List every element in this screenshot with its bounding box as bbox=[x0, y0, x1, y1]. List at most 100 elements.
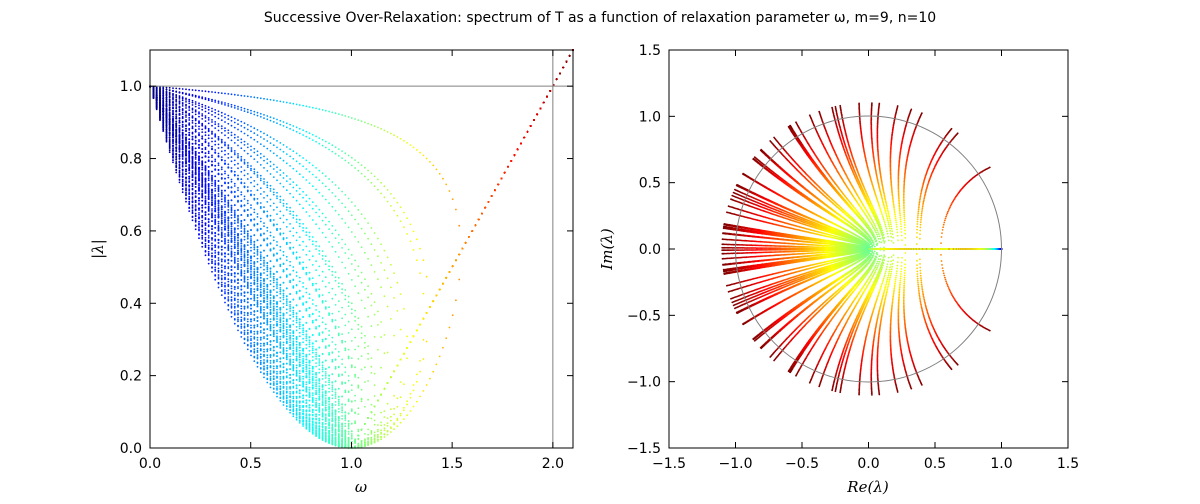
left-point bbox=[227, 285, 230, 288]
left-point bbox=[289, 329, 291, 331]
left-point bbox=[188, 203, 191, 206]
left-point bbox=[256, 303, 259, 306]
left-point bbox=[217, 147, 220, 149]
left-point bbox=[188, 175, 191, 178]
left-point bbox=[175, 132, 178, 135]
left-point bbox=[240, 158, 243, 161]
left-point bbox=[243, 261, 246, 264]
left-point bbox=[172, 131, 174, 134]
left-point bbox=[266, 343, 269, 346]
left-point bbox=[224, 220, 226, 223]
left-point bbox=[315, 421, 317, 424]
left-point bbox=[279, 198, 282, 201]
left-point bbox=[315, 167, 317, 169]
left-point bbox=[224, 143, 226, 146]
left-point bbox=[266, 356, 269, 359]
left-point bbox=[269, 334, 272, 336]
left-point bbox=[256, 254, 259, 256]
left-point bbox=[315, 319, 317, 322]
left-point bbox=[237, 209, 239, 212]
left-point bbox=[194, 224, 197, 227]
left-point bbox=[259, 311, 262, 314]
left-point bbox=[194, 212, 197, 215]
left-point bbox=[328, 387, 330, 390]
left-point bbox=[302, 401, 304, 404]
left-point bbox=[282, 159, 285, 162]
left-point bbox=[224, 149, 226, 152]
left-point bbox=[168, 86, 171, 89]
left-point bbox=[230, 279, 233, 282]
left-point bbox=[302, 157, 304, 159]
left-point bbox=[276, 389, 278, 391]
left-point bbox=[289, 364, 291, 366]
left-point bbox=[217, 143, 220, 146]
left-point bbox=[181, 188, 184, 190]
left-point bbox=[185, 157, 187, 160]
left-point bbox=[266, 186, 269, 189]
left-point bbox=[162, 101, 165, 104]
left-point bbox=[282, 289, 285, 292]
left-point bbox=[269, 173, 272, 175]
left-point bbox=[230, 285, 233, 287]
left-point bbox=[292, 167, 295, 170]
left-point bbox=[240, 270, 243, 273]
left-point bbox=[298, 310, 301, 313]
left-point bbox=[308, 336, 311, 338]
left-point bbox=[279, 100, 282, 103]
left-point bbox=[246, 128, 249, 131]
left-point bbox=[253, 151, 256, 154]
left-point bbox=[269, 306, 272, 309]
left-point bbox=[165, 115, 168, 117]
left-point bbox=[282, 332, 285, 335]
left-point bbox=[233, 286, 236, 288]
left-point bbox=[253, 313, 256, 316]
left-point bbox=[233, 150, 236, 152]
left-point bbox=[324, 338, 327, 341]
left-point bbox=[246, 241, 249, 244]
left-point bbox=[191, 204, 194, 207]
left-point bbox=[259, 115, 262, 118]
left-point bbox=[198, 179, 200, 181]
left-point bbox=[292, 361, 295, 364]
left-point bbox=[295, 396, 298, 398]
left-point bbox=[302, 364, 304, 367]
left-point bbox=[289, 392, 291, 395]
left-point bbox=[240, 147, 243, 150]
left-point bbox=[220, 245, 223, 248]
left-point bbox=[266, 291, 269, 294]
left-point bbox=[298, 280, 301, 283]
left-point bbox=[315, 240, 317, 243]
left-point bbox=[188, 134, 191, 137]
left-point bbox=[292, 129, 295, 132]
left-point bbox=[311, 283, 314, 286]
left-point bbox=[204, 233, 207, 236]
left-point bbox=[295, 315, 298, 318]
left-point bbox=[279, 232, 282, 235]
left-point bbox=[321, 361, 324, 363]
left-point bbox=[198, 184, 200, 187]
left-point bbox=[198, 199, 200, 202]
left-point bbox=[240, 279, 243, 281]
left-point bbox=[175, 110, 178, 113]
left-point bbox=[185, 105, 187, 107]
left-point bbox=[233, 133, 236, 136]
left-point bbox=[305, 422, 308, 425]
left-point bbox=[217, 251, 220, 254]
left-point bbox=[220, 125, 223, 127]
left-point bbox=[168, 123, 171, 125]
left-point bbox=[253, 138, 256, 141]
left-point bbox=[324, 404, 327, 407]
left-point bbox=[279, 372, 282, 375]
left-point bbox=[220, 189, 223, 192]
left-point bbox=[308, 367, 311, 370]
left-point bbox=[207, 171, 210, 174]
left-point bbox=[285, 304, 288, 307]
left-point bbox=[272, 239, 275, 242]
left-point bbox=[295, 292, 298, 295]
left-point bbox=[305, 381, 308, 383]
left-point bbox=[172, 150, 174, 153]
left-point bbox=[263, 342, 265, 345]
left-point bbox=[246, 232, 249, 235]
left-point bbox=[237, 264, 239, 267]
left-point bbox=[172, 126, 174, 129]
